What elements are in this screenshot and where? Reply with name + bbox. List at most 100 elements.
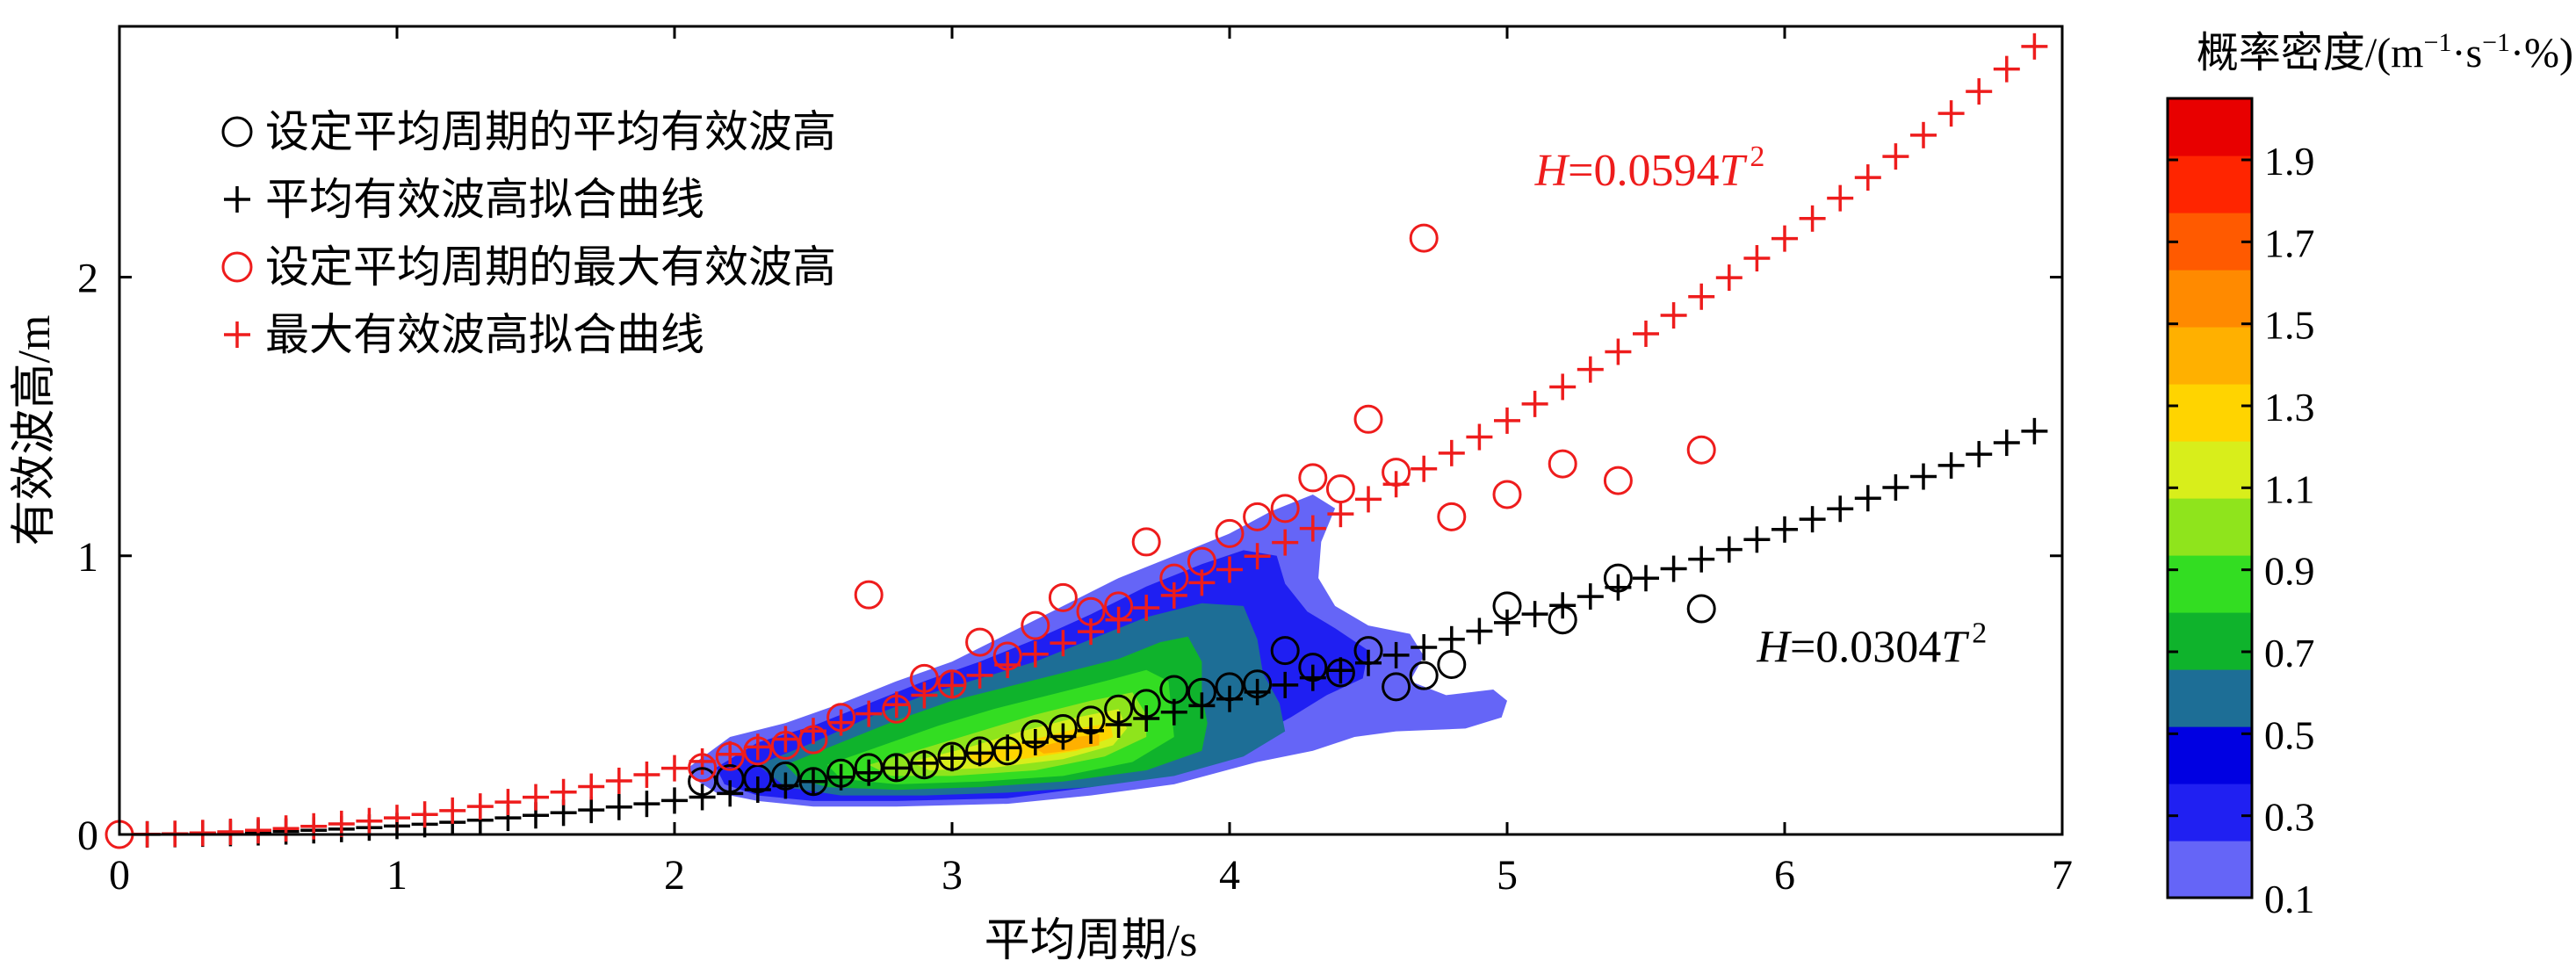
fit-curve-plus-marker: [633, 791, 660, 818]
colorbar-segment: [2168, 555, 2252, 613]
data-point-circle: [743, 736, 773, 766]
x-tick-label: 1: [386, 852, 408, 899]
data-point-circle: [1492, 480, 1522, 509]
fit-curve-plus-marker: [1466, 618, 1493, 645]
data-point-circle: [1382, 672, 1411, 702]
colorbar-tick-label: 1.7: [2264, 220, 2315, 265]
fit-curve-plus-marker: [1216, 556, 1243, 583]
fit-curve-plus-marker: [439, 797, 466, 824]
axes-layer: 0 1 2 3 4 5 6 7 0 1 2: [77, 26, 2073, 899]
fit-curve-plus-marker: [717, 740, 744, 768]
fit-curve-plus-marker: [1937, 100, 1965, 127]
data-point-circle: [854, 753, 884, 783]
data-point-circle: [688, 753, 718, 783]
fit-curve-plus-marker: [1577, 356, 1604, 383]
fit-curve-plus-marker: [1799, 506, 1826, 533]
data-point-circle: [770, 761, 800, 791]
fit-curve-plus-marker: [1355, 486, 1382, 513]
fit-curve-plus-marker: [2021, 32, 2048, 60]
fit-curve-plus-marker: [689, 748, 716, 775]
fit-curve-plus-marker: [855, 700, 883, 727]
fit-curve-plus-marker: [1549, 373, 1577, 401]
fit-curve-plus-marker: [966, 740, 993, 767]
fit-curve-plus-marker: [189, 820, 216, 847]
data-point-circle: [1187, 546, 1216, 576]
x-axis-label: 平均周期/s: [985, 916, 1198, 966]
colorbar-frame: [2166, 97, 2254, 899]
fit-curve-plus-marker: [523, 784, 549, 811]
colorbar-title: 概率密度/(m−1·s−1·%): [2197, 28, 2573, 76]
legend-label: 设定平均周期的平均有效波高: [265, 107, 836, 156]
legend-label: 设定平均周期的最大有效波高: [265, 242, 836, 292]
x-tick-label: 2: [664, 852, 685, 899]
fit-curve-plus-marker: [966, 661, 993, 689]
legend-marker-circle: [221, 251, 253, 283]
colorbar-tick-label: 0.5: [2264, 712, 2315, 757]
fit-equation-annotations: H=0.0594T 2 H=0.0304T 2: [1534, 141, 1988, 672]
data-point-circle: [1104, 591, 1134, 621]
legend-marker-plus: [224, 321, 250, 348]
fit-curve-plus-marker: [328, 810, 355, 837]
data-point-circle: [909, 750, 939, 780]
fit-curve-plus-marker: [1021, 640, 1049, 668]
fit-curve-plus-marker: [1272, 529, 1299, 556]
data-point-circle: [1325, 658, 1355, 688]
data-point-circle: [1187, 677, 1216, 707]
fit-curve-plus-marker: [494, 789, 522, 816]
fit-curve-plus-marker: [217, 818, 244, 845]
data-point-circle: [1686, 435, 1716, 465]
data-point-circle: [688, 767, 718, 797]
data-point-circle: [1076, 596, 1106, 626]
colorbar-title-part: ·s: [2451, 30, 2482, 76]
density-contour-layer: [688, 495, 1507, 807]
fit-curve-plus-marker: [1993, 430, 2020, 457]
fit-curve-plus-marker: [1633, 320, 1659, 347]
colorbar-tick-label: 0.9: [2264, 549, 2315, 594]
fit-curve-plus-marker: [772, 726, 799, 753]
legend-label: 平均有效波高拟合曲线: [265, 175, 704, 224]
density-band: [1035, 733, 1100, 754]
fit-curve-plus-marker: [661, 787, 688, 814]
x-tick-label: 7: [2052, 852, 2073, 899]
colorbar-segment: [2168, 384, 2252, 442]
data-point-circle: [715, 764, 745, 794]
fit-curve-plus-marker: [633, 761, 660, 788]
fit-curve-plus-marker: [245, 817, 271, 844]
data-point-circle: [1104, 694, 1134, 724]
scatter-points-layer: [105, 32, 2048, 849]
colorbar-segment: [2168, 213, 2252, 271]
data-point-circle: [882, 753, 912, 783]
data-point-circle: [1159, 563, 1189, 593]
fit-curve-plus-marker: [2021, 417, 2048, 444]
data-point-circle: [743, 764, 773, 794]
fit-curve-plus-marker: [1521, 601, 1548, 628]
fit-curve-plus-marker: [1827, 495, 1854, 523]
fit-curve-plus-marker: [1050, 723, 1077, 750]
y-axis-label: 有效波高/m: [10, 315, 60, 546]
fit-curve-plus-marker: [1827, 184, 1854, 212]
colorbar-segment: [2168, 784, 2252, 841]
fit-curve-plus-marker: [1133, 704, 1160, 732]
fit-curve-plus-marker: [1966, 78, 1993, 105]
colorbar-segment: [2168, 841, 2252, 899]
fit-curve-plus-marker: [1854, 164, 1881, 191]
colorbar-title-part: 概率密度/(m: [2197, 30, 2424, 76]
fit-curve-plus-marker: [1160, 581, 1187, 609]
fit-curve-plus-marker: [1327, 657, 1354, 684]
fit-curve-plus-marker: [1882, 143, 1909, 170]
fit-curve-plus-marker: [800, 768, 826, 795]
data-point-circle: [798, 767, 828, 797]
fit-curve-plus-marker: [356, 807, 383, 834]
data-point-circle: [1076, 705, 1106, 735]
fit-curve-plus-marker: [1549, 592, 1577, 619]
colorbar-segment: [2168, 327, 2252, 385]
data-point-circle: [1353, 404, 1383, 434]
data-point-circle: [1131, 527, 1161, 557]
plot-area-frame: [118, 25, 2064, 836]
fit-curve-plus-marker: [578, 797, 605, 824]
fit-curve-plus-marker: [1411, 633, 1438, 661]
fit-curve-plus-marker: [1050, 630, 1077, 657]
x-tick-label: 3: [942, 852, 963, 899]
data-point-circle: [937, 741, 967, 771]
